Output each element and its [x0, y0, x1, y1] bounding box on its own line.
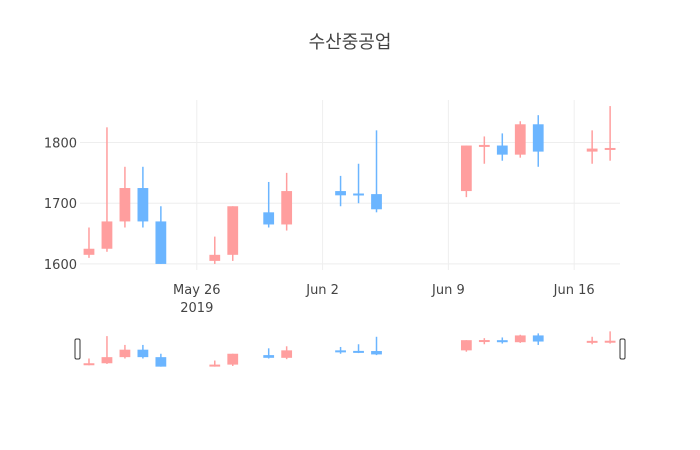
candle-increasing — [281, 172, 293, 231]
slider-candle-decreasing — [155, 353, 167, 367]
candle-body — [496, 145, 508, 155]
slider-candle-increasing — [83, 358, 95, 366]
slider-handle-right[interactable] — [619, 338, 626, 360]
x-tick-label: May 26 — [173, 283, 221, 298]
slider-candle-increasing — [119, 344, 131, 359]
x-axis: May 26 2019 Jun 2 Jun 9 Jun 16 — [173, 283, 595, 316]
candle-body — [263, 212, 275, 225]
x-tick-label: Jun 16 — [553, 283, 595, 298]
y-tick-label: 1800 — [44, 137, 77, 152]
candle-body — [604, 147, 616, 150]
slider-candle-increasing — [227, 353, 239, 366]
y-axis: 1600 1700 1800 — [44, 137, 77, 273]
candle-increasing — [83, 227, 95, 258]
candle-increasing — [227, 206, 239, 261]
slider-candle-body — [460, 340, 472, 351]
slider-candle-decreasing — [353, 344, 364, 354]
candle-increasing — [514, 121, 526, 158]
slider-candle-body — [335, 350, 346, 353]
slider-handle-left[interactable] — [74, 338, 81, 360]
slider-candle-decreasing — [496, 337, 508, 344]
y-tick-label: 1600 — [44, 258, 77, 273]
slider-candle-body — [586, 340, 598, 343]
slider-candle-increasing — [281, 346, 293, 360]
slider-candle-body — [514, 335, 526, 343]
grid-lines — [80, 100, 620, 270]
slider-candle-increasing — [101, 336, 113, 364]
slider-candle-body — [83, 363, 95, 366]
x-tick-label: Jun 9 — [431, 283, 465, 298]
slider-candle-body — [137, 349, 149, 358]
candle-body — [227, 206, 239, 255]
slider-candle-decreasing — [137, 344, 149, 359]
slider-candle-body — [353, 350, 364, 353]
candle-body — [155, 221, 167, 264]
slider-candle-body — [281, 350, 293, 358]
candle-decreasing — [137, 166, 149, 228]
candle-body — [119, 188, 131, 222]
candle-body — [532, 124, 544, 152]
candle-decreasing — [263, 181, 275, 228]
slider-candle-body — [209, 364, 221, 367]
slider-candle-body — [263, 355, 275, 358]
slider-candle-body — [227, 353, 239, 365]
candle-body — [137, 188, 149, 222]
candle-increasing — [604, 106, 616, 161]
candle-decreasing — [353, 163, 364, 204]
candle-body — [371, 194, 382, 210]
slider-candle-body — [101, 357, 113, 364]
slider-candle-decreasing — [532, 333, 544, 345]
chart-title: 수산중공업 — [308, 32, 392, 53]
slider-candle-body — [604, 340, 616, 343]
candle-body — [281, 191, 293, 225]
slider-candle-decreasing — [371, 336, 382, 356]
candle-body — [335, 191, 346, 196]
candle-decreasing — [496, 133, 508, 161]
slider-candle-increasing — [586, 336, 598, 345]
range-slider-handles[interactable] — [74, 338, 626, 360]
x-tick-label: Jun 2 — [305, 283, 339, 298]
candle-body — [353, 193, 364, 196]
candle-body — [586, 148, 598, 152]
candles — [83, 106, 616, 264]
slider-candle-body — [478, 340, 490, 343]
slider-candle-increasing — [209, 360, 221, 367]
range-slider-candles — [83, 331, 616, 367]
slider-candle-decreasing — [335, 346, 346, 354]
candle-body — [478, 144, 490, 147]
x-tick-sublabel: 2019 — [180, 301, 213, 316]
slider-candle-body — [155, 357, 167, 367]
range-slider[interactable] — [74, 331, 626, 367]
candle-increasing — [460, 145, 472, 198]
candle-body — [101, 221, 113, 249]
candle-decreasing — [335, 175, 346, 207]
candle-increasing — [586, 130, 598, 164]
candle-increasing — [209, 236, 221, 264]
slider-candle-increasing — [514, 334, 526, 343]
slider-candle-increasing — [460, 340, 472, 352]
candle-body — [209, 254, 221, 261]
slider-candle-body — [532, 335, 544, 342]
candle-increasing — [101, 127, 113, 252]
slider-candle-decreasing — [263, 348, 275, 359]
candle-decreasing — [532, 115, 544, 167]
slider-candle-body — [496, 340, 508, 343]
slider-candle-body — [371, 351, 382, 355]
slider-candle-body — [119, 349, 131, 358]
candle-decreasing — [155, 206, 167, 264]
candle-decreasing — [371, 130, 382, 213]
slider-candle-increasing — [478, 338, 490, 345]
candle-increasing — [119, 166, 131, 228]
candle-body — [83, 248, 95, 255]
candle-increasing — [478, 136, 490, 164]
candle-body — [514, 124, 526, 155]
candle-body — [460, 145, 472, 192]
slider-candle-increasing — [604, 331, 616, 344]
y-tick-label: 1700 — [44, 197, 77, 212]
